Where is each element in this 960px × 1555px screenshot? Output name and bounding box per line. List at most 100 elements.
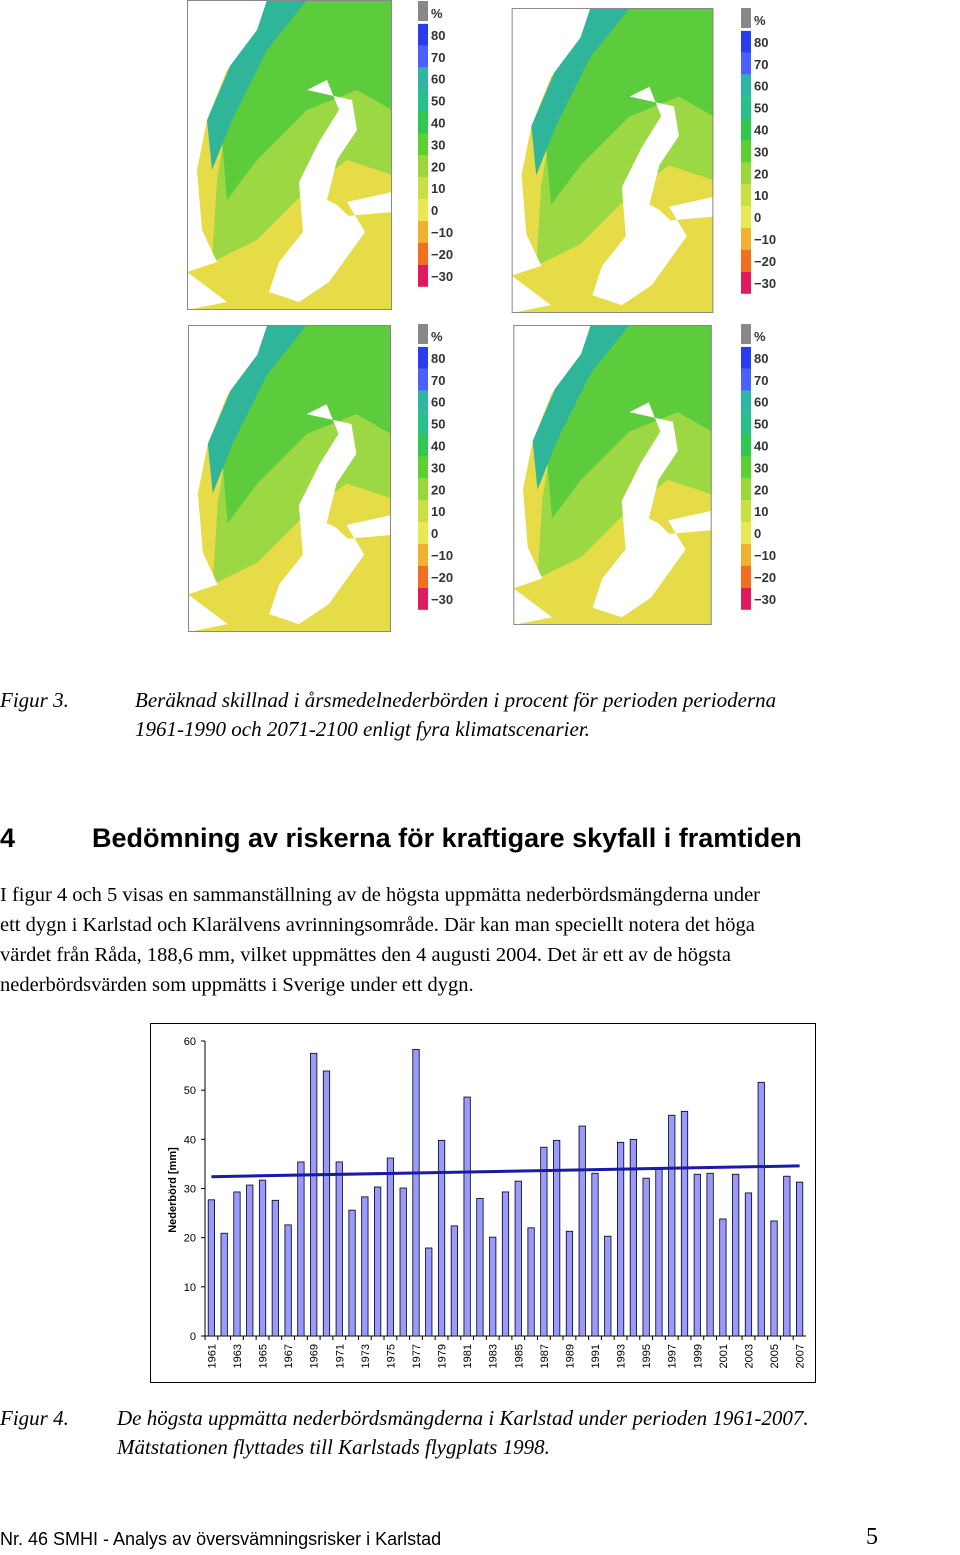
x-tick-label: 2003: [743, 1344, 755, 1368]
legend-label: 70: [754, 57, 768, 72]
legend-label: 50: [754, 101, 768, 116]
page-number: 5: [866, 1524, 878, 1550]
legend-swatch: [418, 522, 428, 545]
bar: [246, 1184, 254, 1337]
legend-label: 50: [754, 417, 768, 432]
legend-swatch: [418, 478, 428, 501]
legend-label: 0: [431, 526, 438, 541]
legend-label: 60: [754, 395, 768, 410]
legend-label: 50: [431, 417, 445, 432]
legend-label: 40: [754, 439, 768, 454]
bar: [501, 1191, 510, 1337]
y-tick-label: 20: [184, 1233, 196, 1245]
legend-swatch: [741, 544, 751, 566]
legend-swatch: [418, 500, 428, 523]
legend-swatch: [418, 133, 428, 156]
bar: [565, 1230, 574, 1337]
bar: [591, 1172, 599, 1337]
bar: [412, 1048, 420, 1337]
bar: [629, 1138, 637, 1337]
bar: [553, 1139, 561, 1337]
legend-label: 20: [754, 166, 768, 181]
x-tick-label: 1975: [385, 1344, 397, 1368]
legend-label: 10: [754, 504, 768, 519]
bar: [386, 1157, 395, 1337]
legend-label: 70: [754, 373, 768, 388]
legend-label: 30: [754, 144, 768, 159]
legend-label: 50: [431, 94, 445, 109]
legend-label: 40: [431, 116, 445, 131]
bar: [374, 1186, 382, 1337]
bar: [668, 1114, 676, 1337]
legend-label: −20: [754, 254, 776, 269]
x-tick-label: 1961: [206, 1344, 218, 1368]
section-title: Bedömning av riskerna för kraftigare sky…: [92, 823, 802, 853]
legend-label: 0: [431, 203, 438, 218]
x-tick-label: 1969: [309, 1344, 321, 1368]
legend-swatch: [741, 434, 751, 457]
bar: [527, 1227, 535, 1337]
legend-swatch: [741, 565, 751, 588]
legend-swatch: [741, 587, 751, 610]
section-number: 4: [0, 823, 16, 853]
caption-line: De högsta uppmätta nederbördsmängderna i…: [117, 1406, 809, 1430]
legend-swatch: [418, 544, 428, 566]
legend-swatch: [741, 500, 751, 523]
legend-swatch: [741, 118, 751, 141]
legend-label: 0: [754, 210, 761, 225]
bar: [578, 1125, 586, 1337]
bar: [489, 1236, 497, 1337]
bar: [770, 1220, 778, 1337]
bar: [361, 1196, 369, 1337]
legend-swatch: [741, 346, 751, 369]
bar: [693, 1173, 701, 1337]
legend-swatch: [741, 140, 751, 163]
legend-swatch: [741, 324, 751, 344]
legend-swatch: [418, 434, 428, 457]
legend-swatch: [741, 456, 751, 479]
legend-swatch: [741, 522, 751, 545]
x-tick-label: 1987: [539, 1344, 551, 1368]
bar: [540, 1146, 548, 1337]
legend-swatch: [741, 162, 751, 185]
x-tick-label: 2007: [795, 1344, 807, 1368]
paragraph-line: värdet från Råda, 188,6 mm, vilket uppmä…: [0, 944, 731, 966]
caption-line: 1961-1990 och 2071-2100 enligt fyra klim…: [135, 717, 590, 741]
x-tick-label: 1971: [334, 1344, 346, 1368]
bar: [680, 1110, 689, 1337]
bar: [476, 1197, 484, 1337]
legend-swatch: [418, 1, 428, 21]
paragraph-line: nederbördsvärden som uppmätts i Sverige …: [0, 974, 474, 996]
x-tick-label: 1997: [667, 1344, 679, 1368]
legend-swatch: [418, 155, 428, 178]
bar: [796, 1181, 804, 1337]
bar: [604, 1235, 612, 1337]
legend-label: %: [431, 329, 443, 344]
legend-swatch: [741, 96, 751, 119]
legend-label: 30: [431, 137, 445, 152]
legend-label: 80: [431, 351, 445, 366]
legend-label: −30: [431, 269, 453, 284]
caption-line: Beräknad skillnad i årsmedelnederbörden …: [135, 688, 777, 712]
x-tick-label: 1967: [283, 1344, 295, 1368]
legend-swatch: [741, 478, 751, 501]
x-tick-label: 1995: [641, 1344, 653, 1368]
legend-swatch: [418, 111, 428, 134]
legend-swatch: [418, 199, 428, 222]
legend-swatch: [741, 228, 751, 250]
legend-label: 60: [754, 79, 768, 94]
bar: [322, 1070, 331, 1337]
legend-swatch: [418, 67, 428, 90]
legend-label: 20: [431, 482, 445, 497]
bar: [297, 1161, 305, 1337]
legend-label: 0: [754, 526, 761, 541]
bar: [744, 1192, 753, 1337]
legend-swatch: [741, 184, 751, 207]
legend-swatch: [741, 271, 751, 294]
bar: [706, 1172, 714, 1337]
bar: [233, 1191, 241, 1337]
legend-label: 60: [431, 72, 445, 87]
legend-label: −20: [431, 247, 453, 262]
legend-swatch: [418, 565, 428, 588]
caption-line: Mätstationen flyttades till Karlstads fl…: [117, 1435, 550, 1459]
